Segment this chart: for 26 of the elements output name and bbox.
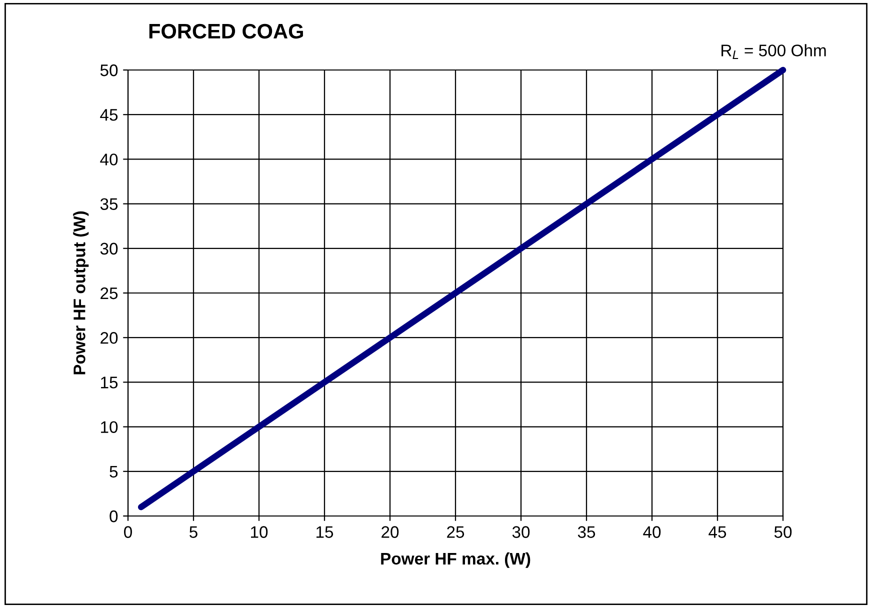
x-tick-label: 50 <box>774 526 792 538</box>
x-tick-label: 30 <box>512 526 530 538</box>
x-tick-label: 45 <box>708 526 726 538</box>
y-tick-label: 5 <box>110 466 118 478</box>
x-tick-label: 10 <box>251 526 268 538</box>
x-tick-label: 20 <box>382 526 399 538</box>
y-tick-label: 45 <box>100 109 118 121</box>
y-axis-title: Power HF output (W) <box>73 211 89 374</box>
y-tick-label: 15 <box>101 376 118 388</box>
y-tick-label: 30 <box>100 242 118 255</box>
x-tick-label: 5 <box>190 526 198 538</box>
y-tick-label: 0 <box>110 510 118 522</box>
x-tick-label: 15 <box>316 526 334 538</box>
y-tick-label: 40 <box>100 154 118 166</box>
chart-title: FORCED COAG <box>149 24 303 39</box>
text: R$_{L}$ = 500 Ohm <box>722 44 826 59</box>
y-tick-label: 35 <box>100 198 118 210</box>
x-tick-label: 0 <box>124 526 132 538</box>
x-tick-label: 40 <box>643 526 661 538</box>
x-axis-title: Power HF max. (W) <box>381 552 530 568</box>
x-tick-label: 25 <box>447 526 464 538</box>
y-tick-label: 10 <box>101 421 118 434</box>
x-tick-label: 35 <box>578 526 596 538</box>
y-tick-label: 25 <box>100 287 118 300</box>
y-tick-label: 20 <box>100 332 118 344</box>
y-tick-label: 50 <box>100 64 118 76</box>
